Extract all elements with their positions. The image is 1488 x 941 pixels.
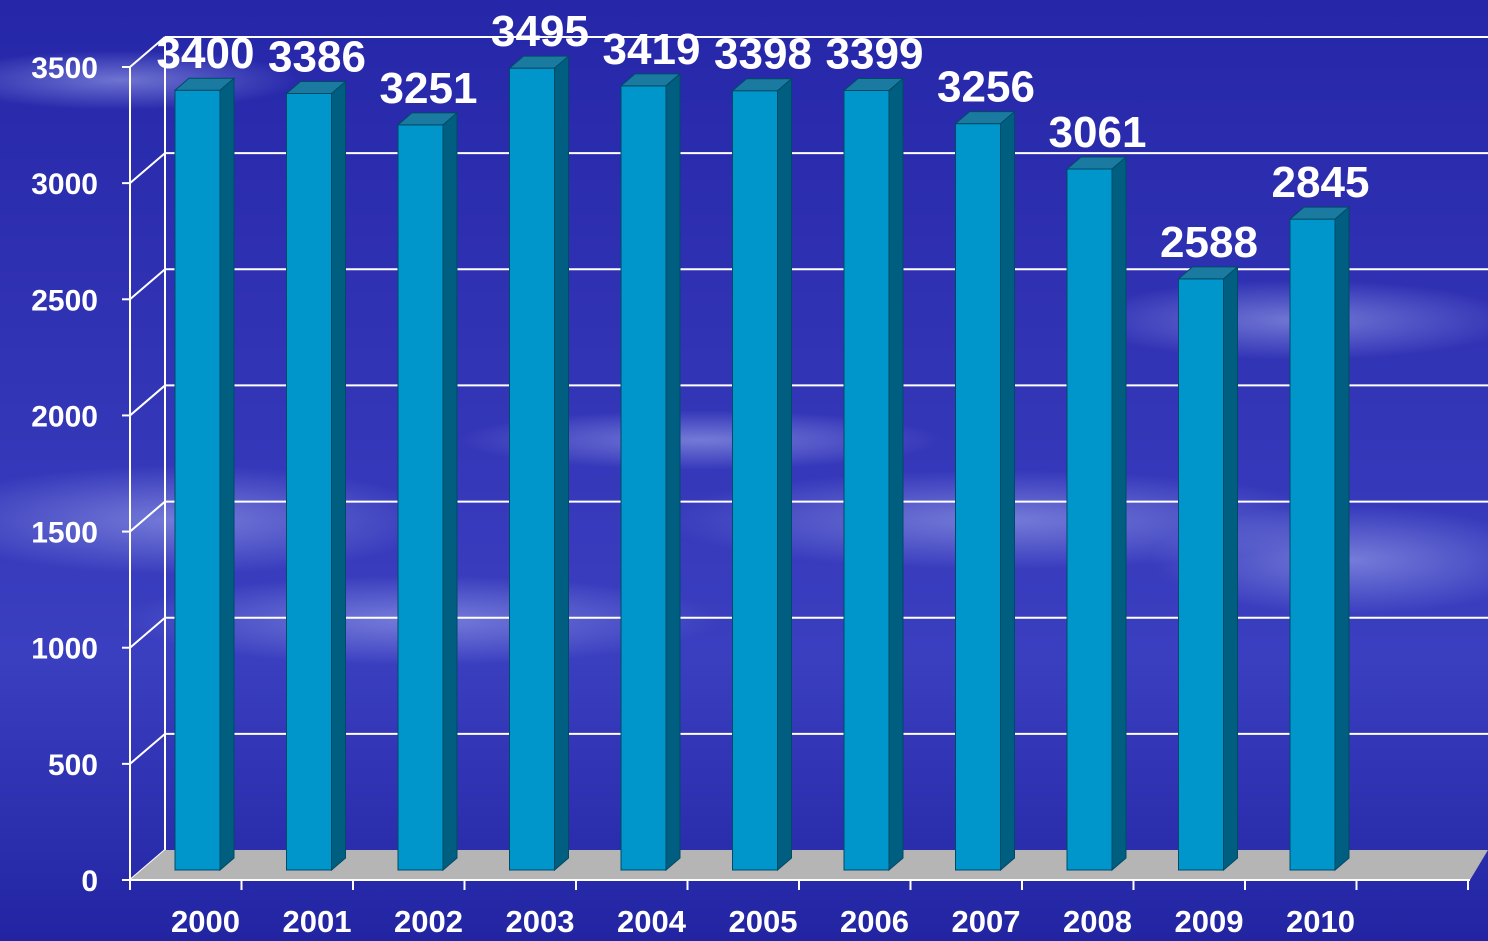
bar bbox=[843, 89, 890, 871]
x-tick-label: 2004 bbox=[617, 904, 687, 939]
bar bbox=[397, 124, 444, 871]
gridlines bbox=[129, 36, 1488, 881]
bar-top bbox=[285, 80, 347, 94]
x-tick-label: 2006 bbox=[840, 904, 909, 939]
bar-top bbox=[508, 55, 570, 69]
y-tick-label: 0 bbox=[81, 865, 98, 898]
data-label: 2588 bbox=[1160, 218, 1258, 267]
bar-side bbox=[1000, 110, 1015, 872]
gridline-diagonal bbox=[129, 36, 166, 68]
bar bbox=[1178, 278, 1224, 871]
bar bbox=[1066, 168, 1113, 871]
bar bbox=[509, 67, 555, 871]
bars bbox=[173, 55, 1351, 872]
bar-side bbox=[665, 72, 681, 872]
data-label: 3399 bbox=[826, 29, 924, 78]
gridline-diagonal bbox=[129, 500, 166, 533]
bar bbox=[732, 90, 778, 871]
x-tick-label: 2003 bbox=[506, 904, 575, 939]
x-tick-label: 2005 bbox=[729, 904, 798, 939]
bar-side bbox=[777, 77, 792, 872]
bar-top bbox=[173, 77, 236, 91]
bar-side bbox=[554, 55, 569, 872]
y-tick-label: 1000 bbox=[31, 633, 98, 666]
bar-side bbox=[219, 77, 235, 872]
data-label: 3386 bbox=[268, 32, 366, 81]
x-tick-label: 2001 bbox=[283, 904, 352, 939]
y-tick-label: 2000 bbox=[31, 400, 98, 433]
y-tick-label: 3000 bbox=[31, 168, 98, 201]
gridline-diagonal bbox=[129, 384, 166, 417]
data-labels: 3400 3386 3251 3495 3419 3398 3399 3256 3061 2588… bbox=[157, 7, 1370, 267]
y-tick-label: 500 bbox=[48, 749, 98, 782]
x-tick-label: 2007 bbox=[952, 904, 1021, 939]
x-tick-label: 2009 bbox=[1175, 904, 1244, 939]
x-tick-label: 2008 bbox=[1063, 904, 1132, 939]
bar-top bbox=[1288, 206, 1351, 220]
axes: 0 500 1000 1500 2000 2500 3000 3500 2000 2001 2002… bbox=[31, 37, 1488, 939]
bar-top bbox=[731, 78, 793, 92]
data-label: 3256 bbox=[937, 63, 1035, 112]
data-label: 3419 bbox=[603, 25, 701, 74]
bar-top bbox=[1177, 266, 1239, 280]
gridline-diagonal bbox=[129, 733, 166, 765]
bar-top bbox=[396, 112, 459, 126]
bar-top bbox=[842, 77, 905, 91]
data-label: 3061 bbox=[1049, 108, 1147, 157]
floor bbox=[130, 850, 1488, 880]
bar-side bbox=[888, 77, 904, 872]
gridline-diagonal bbox=[129, 152, 166, 184]
y-tick-label: 1500 bbox=[31, 517, 98, 550]
data-label: 3398 bbox=[714, 30, 812, 79]
data-label: 3400 bbox=[157, 29, 255, 78]
bar-side bbox=[1111, 155, 1127, 872]
data-label: 3495 bbox=[491, 7, 589, 56]
bar-top bbox=[954, 111, 1016, 125]
x-tick-label: 2010 bbox=[1286, 904, 1355, 939]
y-tick-label: 3500 bbox=[31, 52, 98, 85]
bar bbox=[174, 89, 221, 871]
gridline-diagonal bbox=[129, 268, 166, 301]
data-label: 3251 bbox=[380, 64, 478, 113]
x-tick-label: 2000 bbox=[171, 904, 240, 939]
y-tick-label: 2500 bbox=[31, 284, 98, 317]
x-tick-label: 2002 bbox=[394, 904, 463, 939]
bar-side bbox=[331, 80, 346, 872]
bar-side bbox=[442, 111, 458, 872]
data-label: 2845 bbox=[1272, 158, 1370, 207]
bar bbox=[286, 92, 332, 871]
gridline-diagonal bbox=[129, 616, 166, 649]
bar-top bbox=[1065, 156, 1128, 170]
bar-top bbox=[619, 73, 682, 87]
bar bbox=[1289, 218, 1336, 871]
bar bbox=[955, 123, 1001, 871]
bar-side bbox=[1223, 265, 1238, 872]
bar bbox=[620, 85, 667, 871]
bar-side bbox=[1334, 206, 1350, 872]
